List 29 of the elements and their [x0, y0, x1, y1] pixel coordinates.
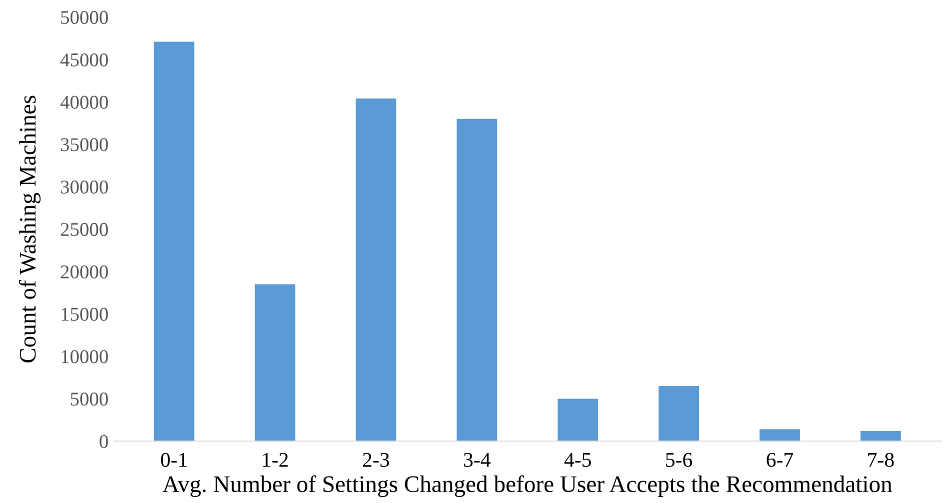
x-tick-label: 0-1 [160, 452, 187, 467]
y-tick-label: 25000 [60, 222, 108, 236]
bar [154, 42, 194, 442]
bar [860, 430, 901, 442]
bar [254, 284, 296, 442]
bar [658, 386, 699, 442]
x-axis-title: Avg. Number of Settings Changed before User Accepts the Recommendation [162, 475, 892, 498]
y-tick-label: 15000 [62, 308, 108, 321]
y-tick-label: 30000 [60, 180, 108, 194]
y-tick-label: 35000 [60, 138, 108, 152]
x-tick-label: 6-7 [766, 452, 794, 467]
x-tick-label: 4-5 [564, 452, 591, 467]
x-tick-label: 1-2 [262, 452, 288, 467]
x-tick-label: 7-8 [868, 452, 894, 467]
y-tick-label: 50000 [61, 10, 108, 24]
bar [558, 398, 598, 442]
y-tick-label: 10000 [62, 350, 108, 364]
x-tick-label: 3-4 [464, 452, 490, 467]
y-tick-label: 0 [100, 434, 108, 448]
x-tick-label: 2-3 [363, 452, 390, 467]
y-tick-label: 20000 [60, 265, 108, 278]
y-tick-label: 45000 [60, 53, 108, 66]
x-tick-label: 5-6 [666, 452, 692, 467]
bar [456, 118, 498, 442]
bar [356, 98, 396, 442]
y-tick-label: 40000 [60, 96, 108, 109]
y-tick-label: 5000 [70, 392, 108, 406]
y-axis-title: Count of Washing Machines [18, 96, 41, 362]
bar [760, 429, 800, 442]
